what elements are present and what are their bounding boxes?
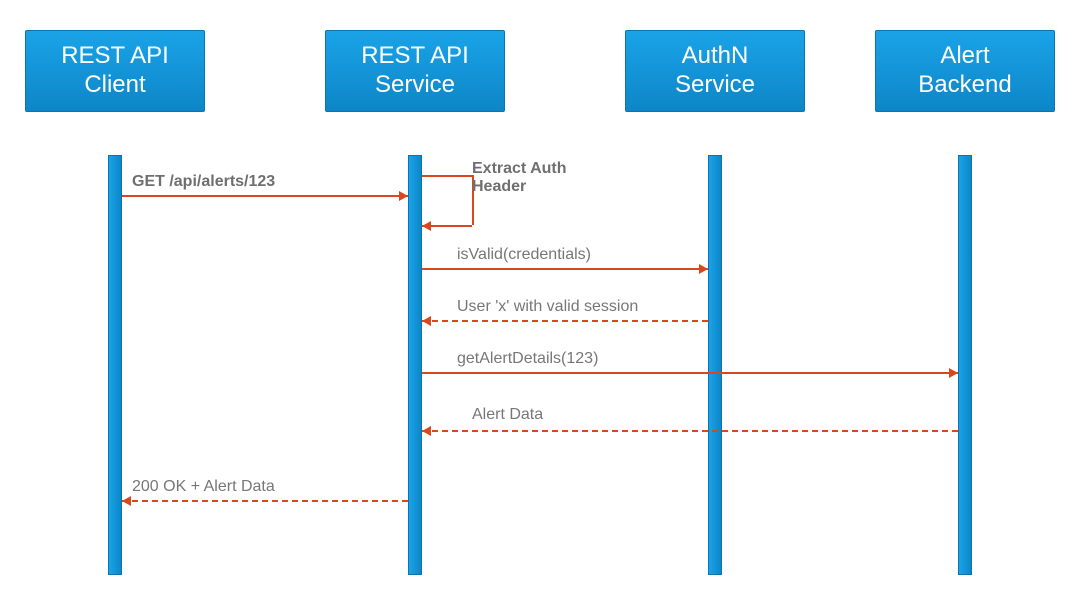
participant-authn: AuthNService [625,30,805,112]
arrowhead-icon [422,221,431,231]
message-m1 [122,195,408,197]
message-m3 [422,268,708,270]
message-label-m2_self: Extract AuthHeader [472,160,567,197]
lifeline-service [408,155,422,575]
message-m6 [422,430,958,432]
participant-label: AuthNService [675,42,755,100]
arrowhead-icon [422,426,431,436]
message-m4 [422,320,708,322]
participant-backend: AlertBackend [875,30,1055,112]
message-label-m4: User 'x' with valid session [457,298,638,316]
participant-label: REST APIService [361,42,469,100]
arrowhead-icon [699,264,708,274]
arrowhead-icon [949,368,958,378]
message-label-m6: Alert Data [472,406,543,424]
message-m5 [422,372,958,374]
participant-service: REST APIService [325,30,505,112]
message-m2_self-top [422,175,472,177]
arrowhead-icon [399,191,408,201]
lifeline-backend [958,155,972,575]
sequence-diagram: REST APIClient REST APIService AuthNServic… [0,0,1082,604]
message-m7 [122,500,408,502]
arrowhead-icon [122,496,131,506]
arrowhead-icon [422,316,431,326]
message-label-m5: getAlertDetails(123) [457,350,598,368]
participant-client: REST APIClient [25,30,205,112]
participant-label: AlertBackend [918,42,1011,100]
message-label-m7: 200 OK + Alert Data [132,478,275,496]
message-label-m3: isValid(credentials) [457,246,591,264]
message-label-m1: GET /api/alerts/123 [132,173,275,191]
lifeline-authn [708,155,722,575]
participant-label: REST APIClient [61,42,169,100]
lifeline-client [108,155,122,575]
